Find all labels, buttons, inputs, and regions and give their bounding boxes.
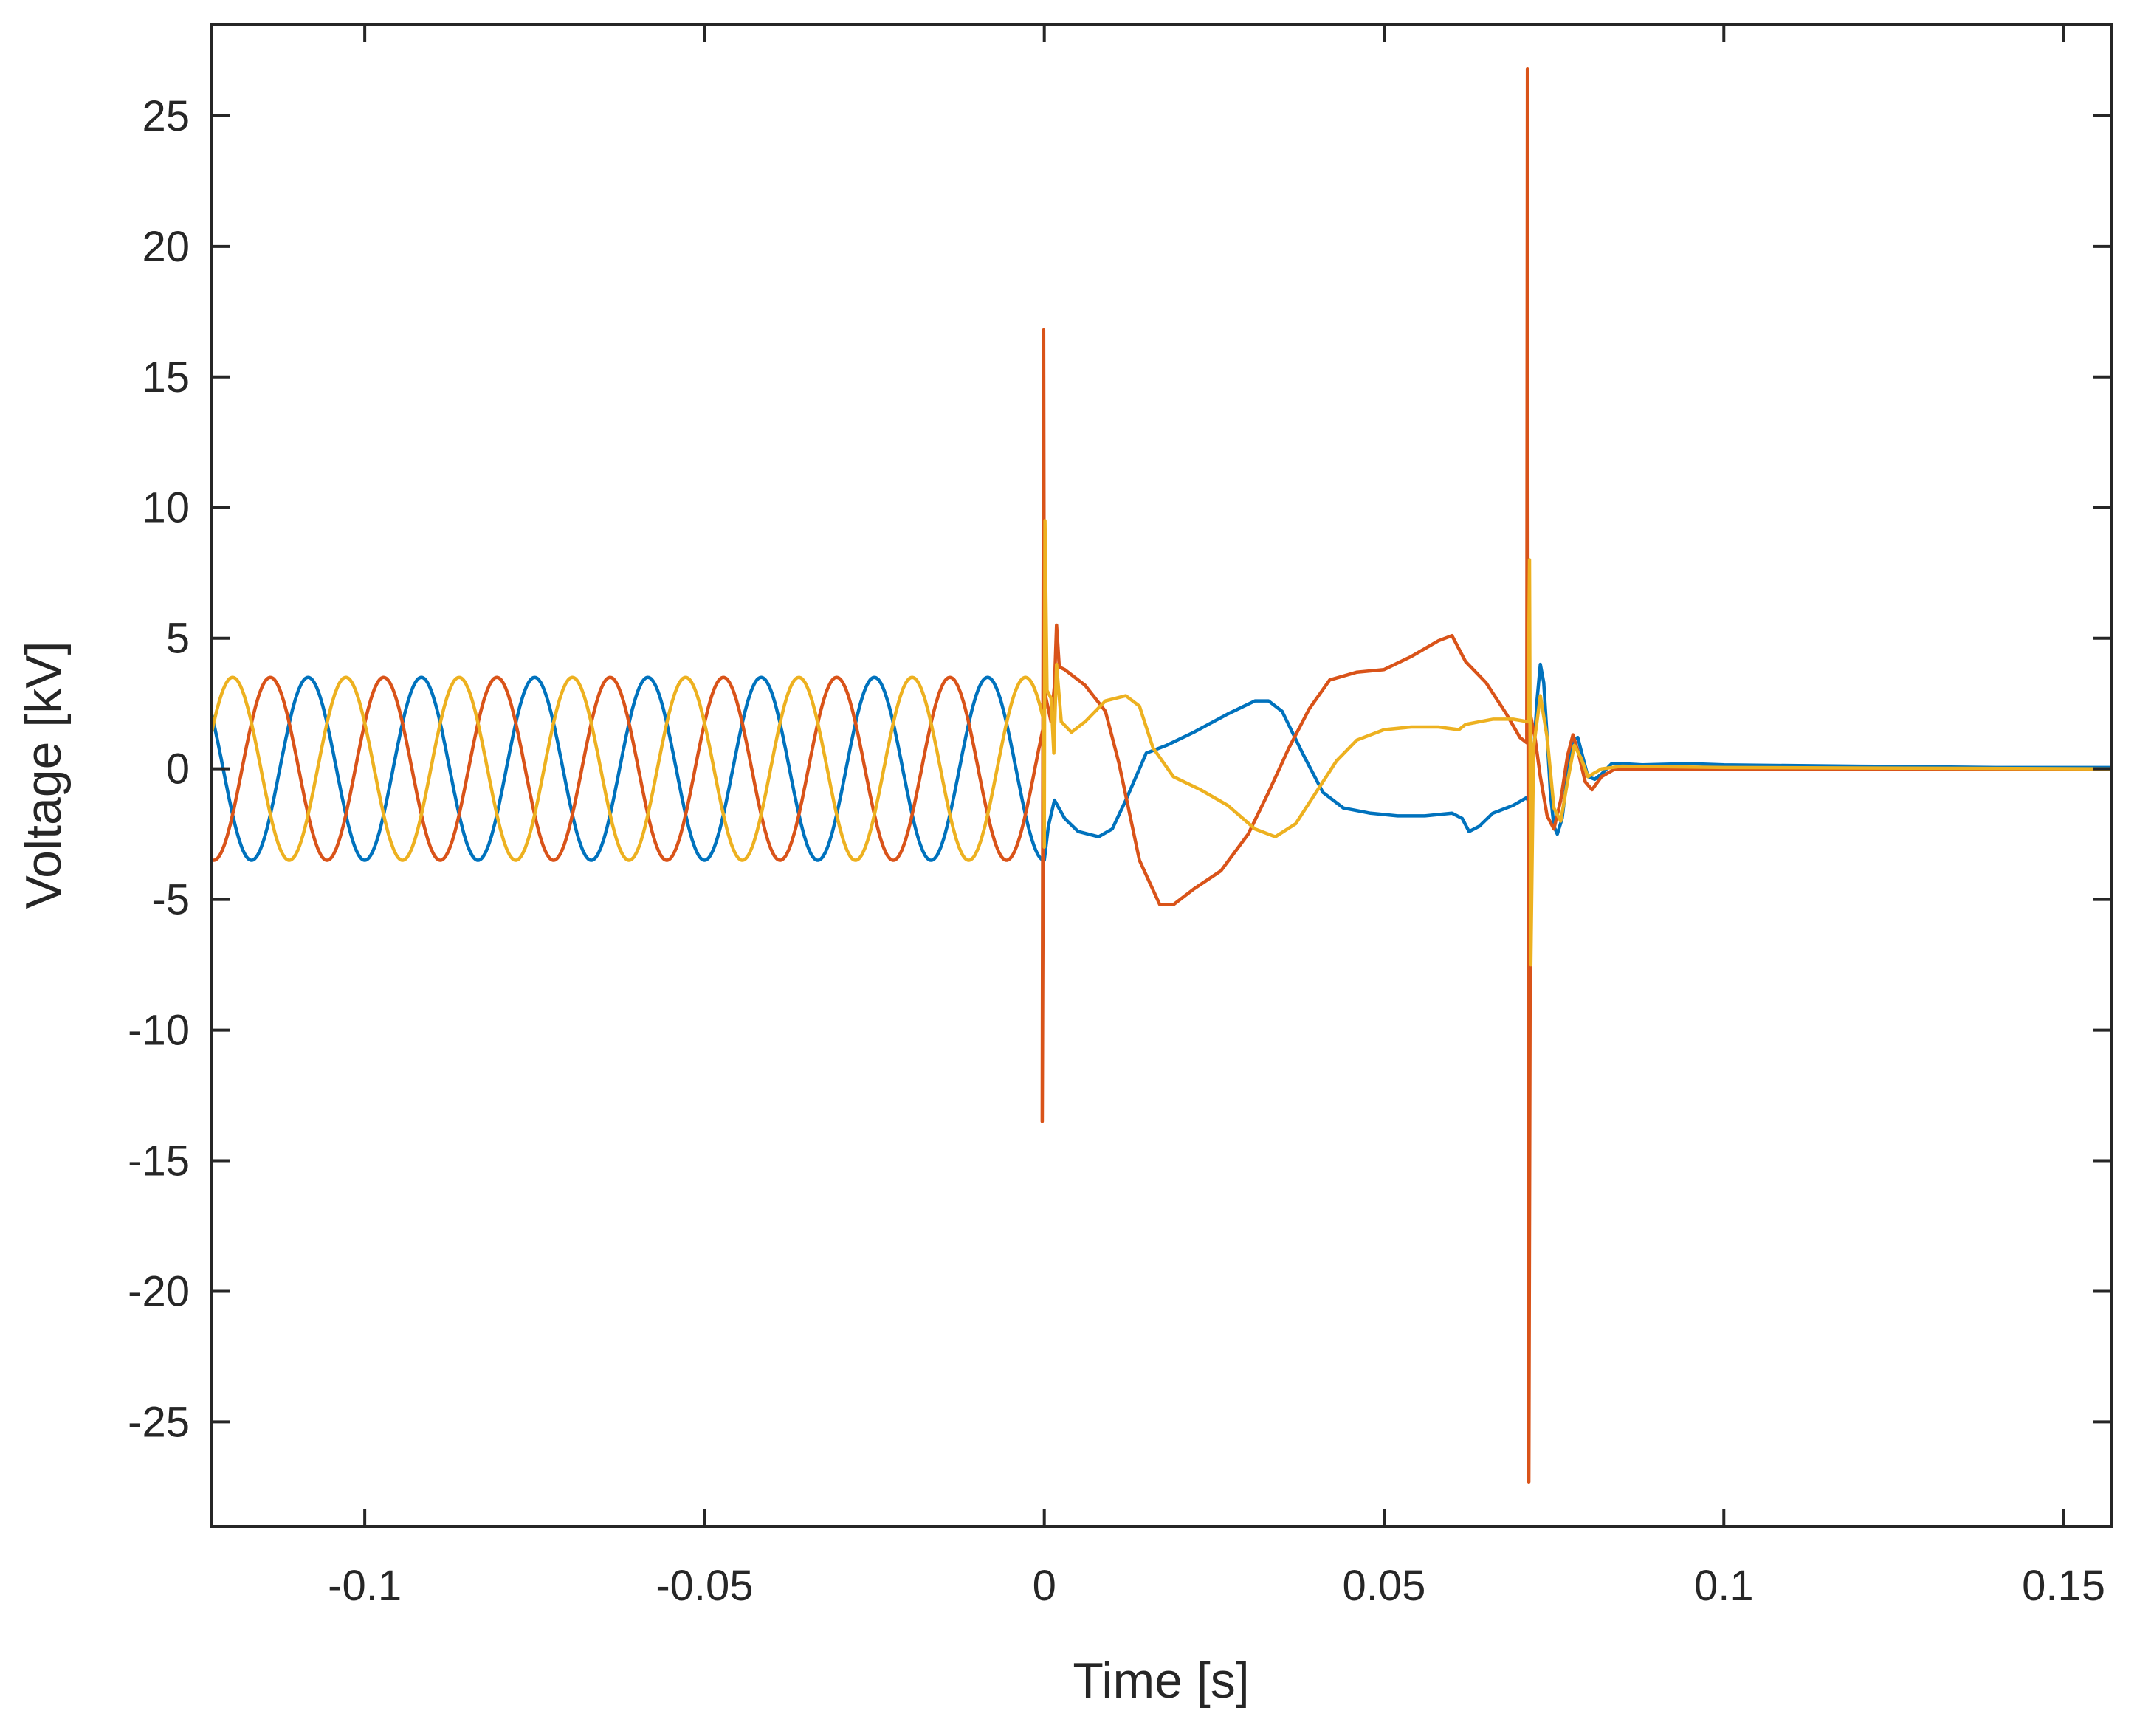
plot-area-frame xyxy=(210,23,2113,1528)
series-line-blue xyxy=(212,662,2111,862)
x-tick-label: 0.1 xyxy=(1694,1562,1754,1610)
y-tick-label: 15 xyxy=(142,354,190,402)
y-tick-label: -10 xyxy=(128,1007,190,1055)
x-tick-label: 0 xyxy=(1033,1562,1056,1610)
y-tick-label: -15 xyxy=(128,1137,190,1185)
y-tick-label: -5 xyxy=(151,876,190,924)
y-tick-label: -20 xyxy=(128,1267,190,1315)
y-axis-label: Voltage [kV] xyxy=(16,641,72,909)
series-layer xyxy=(212,66,2111,1484)
y-tick-label: 25 xyxy=(142,92,190,140)
series-line-yellow xyxy=(212,519,2111,967)
y-tick-label: 0 xyxy=(166,745,190,793)
y-tick-label: 10 xyxy=(142,484,190,532)
x-tick-label: -0.05 xyxy=(655,1562,753,1610)
ticks-layer: -0.1 -0.05 0 0.05 0.1 0.15 25 20 15 10 5 0 -5 -10 -15 -… xyxy=(128,24,2111,1610)
x-tick-label: 0.15 xyxy=(2022,1562,2105,1610)
x-tick-label: 0.05 xyxy=(1343,1562,1426,1610)
y-tick-label: -25 xyxy=(128,1398,190,1446)
x-tick-label: -0.1 xyxy=(328,1562,402,1610)
series-line-red xyxy=(212,66,2111,1484)
y-tick-label: 5 xyxy=(166,615,190,663)
y-tick-label: 20 xyxy=(142,223,190,271)
x-axis-label: Time [s] xyxy=(1073,1653,1249,1709)
